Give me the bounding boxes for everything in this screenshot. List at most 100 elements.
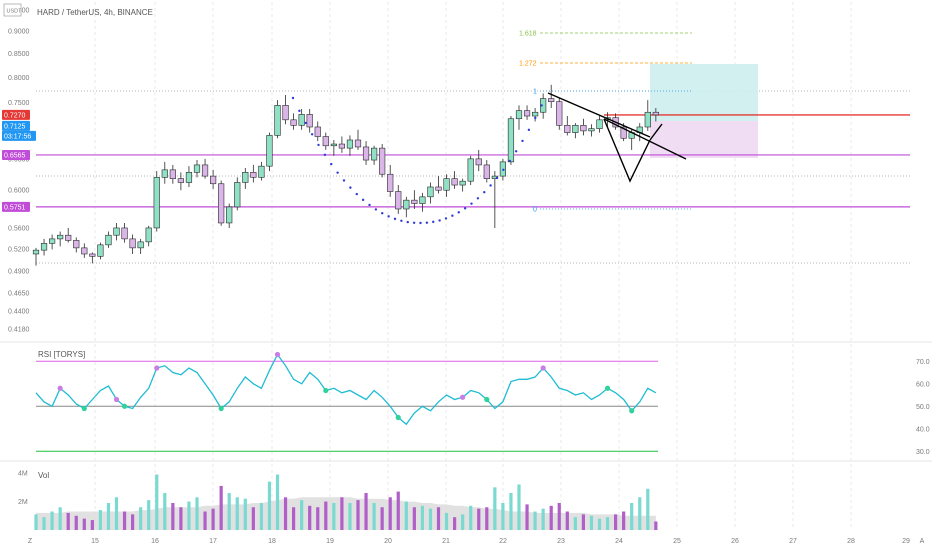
bullish-candle[interactable] <box>57 234 64 240</box>
volume-bar-up[interactable] <box>267 481 272 530</box>
bullish-candle[interactable] <box>588 128 595 132</box>
volume-bar-up[interactable] <box>509 493 513 530</box>
volume-bar-down[interactable] <box>549 505 553 530</box>
bearish-candle[interactable] <box>411 199 418 204</box>
volume-bar-up[interactable] <box>589 515 594 530</box>
bullish-candle[interactable] <box>346 139 354 149</box>
bullish-candle[interactable] <box>467 158 474 182</box>
rsi-panel[interactable] <box>0 343 932 461</box>
volume-bar-up[interactable] <box>259 502 263 530</box>
volume-bar-up[interactable] <box>243 498 247 530</box>
volume-bar-up[interactable] <box>428 508 433 530</box>
bearish-candle[interactable] <box>556 101 563 126</box>
target-box[interactable] <box>650 64 758 121</box>
volume-bar-down[interactable] <box>525 504 529 530</box>
bearish-candle[interactable] <box>169 169 176 179</box>
bearish-candle[interactable] <box>580 125 587 132</box>
v-pattern-line[interactable] <box>603 118 651 183</box>
bullish-candle[interactable] <box>644 111 651 128</box>
bearish-candle[interactable] <box>73 240 80 249</box>
volume-bar-down[interactable] <box>90 520 94 530</box>
bearish-candle[interactable] <box>435 186 442 191</box>
bearish-candle[interactable] <box>523 110 531 117</box>
volume-bar-up[interactable] <box>98 510 102 530</box>
bullish-candle[interactable] <box>443 178 450 191</box>
volume-bar-down[interactable] <box>324 501 328 530</box>
bearish-candle[interactable] <box>652 111 659 116</box>
volume-bar-down[interactable] <box>477 508 481 530</box>
bearish-candle[interactable] <box>250 172 257 178</box>
bullish-candle[interactable] <box>97 244 104 257</box>
volume-bar-up[interactable] <box>58 507 62 530</box>
bullish-candle[interactable] <box>540 98 547 113</box>
breakout-line[interactable] <box>649 123 663 141</box>
volume-bar-up[interactable] <box>50 511 54 530</box>
bullish-candle[interactable] <box>258 165 265 178</box>
descending-trendline[interactable] <box>547 92 651 138</box>
volume-bar-up[interactable] <box>195 497 199 530</box>
volume-bar-up[interactable] <box>187 501 191 530</box>
wedge-lower-line[interactable] <box>603 118 687 160</box>
volume-bar-down[interactable] <box>171 502 175 530</box>
volume-bar-up[interactable] <box>42 517 46 530</box>
volume-bar-up[interactable] <box>420 505 424 530</box>
bearish-candle[interactable] <box>314 126 321 137</box>
bullish-candle[interactable] <box>48 238 56 244</box>
bullish-candle[interactable] <box>40 243 48 251</box>
bullish-candle[interactable] <box>145 227 152 243</box>
volume-bar-down[interactable] <box>179 507 183 530</box>
bullish-candle[interactable] <box>419 196 426 204</box>
volume-bar-down[interactable] <box>308 505 312 530</box>
bearish-candle[interactable] <box>121 227 128 240</box>
bearish-candle[interactable] <box>483 164 490 179</box>
volume-bar-down[interactable] <box>453 517 457 530</box>
volume-bar-up[interactable] <box>348 502 352 530</box>
bullish-candle[interactable] <box>226 206 233 224</box>
bullish-candle[interactable] <box>266 135 273 167</box>
currency-badge-box[interactable] <box>3 3 22 17</box>
currency-badge[interactable]: USDT <box>7 9 23 15</box>
bullish-candle[interactable] <box>105 234 112 246</box>
bullish-candle[interactable] <box>403 199 410 210</box>
volume-bar-down[interactable] <box>131 514 135 530</box>
bearish-candle[interactable] <box>548 98 555 102</box>
volume-bar-down[interactable] <box>219 485 223 530</box>
bullish-candle[interactable] <box>531 111 539 117</box>
bearish-candle[interactable] <box>564 125 571 133</box>
volume-bar-down[interactable] <box>412 507 416 530</box>
bearish-candle[interactable] <box>282 105 289 121</box>
bullish-candle[interactable] <box>242 172 249 183</box>
volume-bar-down[interactable] <box>581 514 585 530</box>
volume-bar-down[interactable] <box>82 518 86 530</box>
bullish-candle[interactable] <box>572 125 579 133</box>
volume-bar-up[interactable] <box>106 502 111 530</box>
volume-bar-down[interactable] <box>388 497 392 530</box>
volume-bar-down[interactable] <box>565 511 569 530</box>
bullish-candle[interactable] <box>298 114 305 126</box>
volume-bar-up[interactable] <box>444 512 449 530</box>
bearish-candle[interactable] <box>620 126 627 139</box>
bullish-candle[interactable] <box>113 227 120 236</box>
bearish-candle[interactable] <box>387 173 394 192</box>
bearish-candle[interactable] <box>379 147 386 175</box>
volume-bar-down[interactable] <box>614 514 618 530</box>
bearish-candle[interactable] <box>177 178 185 183</box>
volume-bar-up[interactable] <box>163 493 167 530</box>
volume-bar-down[interactable] <box>251 507 255 530</box>
bullish-candle[interactable] <box>137 241 144 249</box>
bullish-candle[interactable] <box>507 118 515 163</box>
bullish-candle[interactable] <box>193 164 201 173</box>
rsi-line[interactable] <box>35 353 657 426</box>
bearish-candle[interactable] <box>81 247 88 255</box>
volume-bar-down[interactable] <box>122 511 127 530</box>
bullish-candle[interactable] <box>234 182 241 208</box>
bullish-candle[interactable] <box>330 143 337 147</box>
volume-bar-down[interactable] <box>211 508 215 530</box>
volume-bar-up[interactable] <box>139 507 143 530</box>
volume-bar-down[interactable] <box>74 515 78 530</box>
bullish-candle[interactable] <box>153 177 160 229</box>
bullish-candle[interactable] <box>32 249 40 255</box>
price-panel[interactable] <box>0 0 932 342</box>
volume-bar-down[interactable] <box>622 511 626 530</box>
